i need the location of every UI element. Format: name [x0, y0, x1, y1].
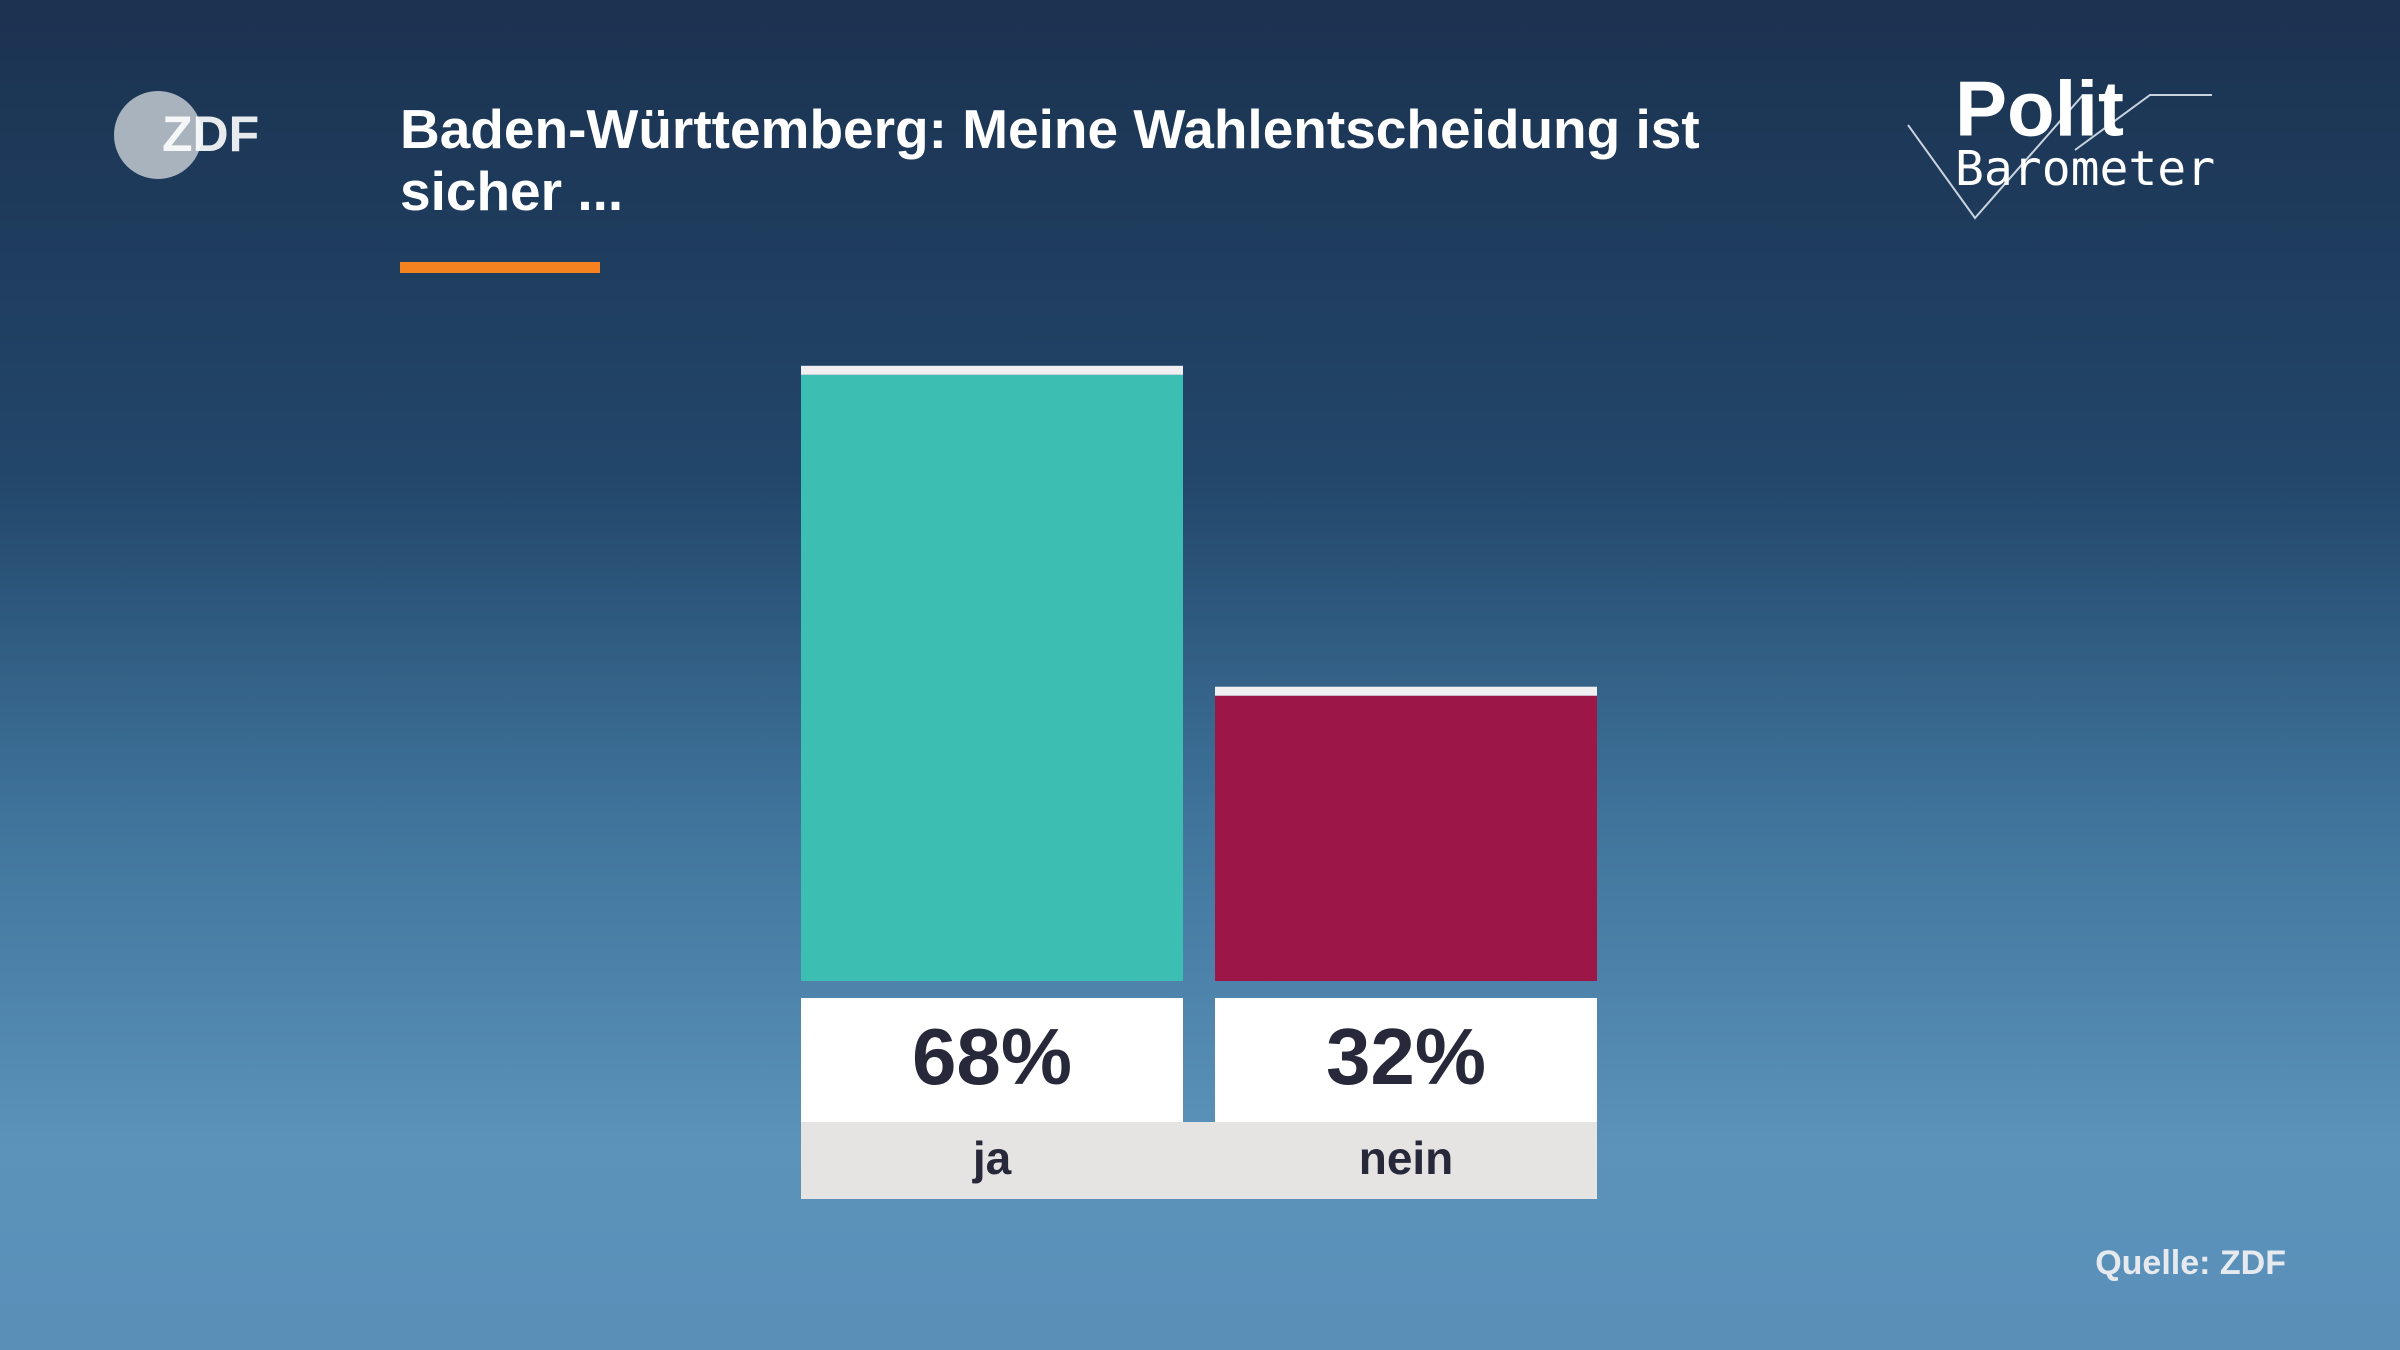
brand-subtitle: Barometer [1955, 141, 2215, 197]
value-label: 32% [1326, 1012, 1486, 1101]
bar-cap [1215, 686, 1597, 696]
value-box [1215, 998, 1597, 1122]
brand-check [2074, 94, 2212, 151]
brand-title: Polit [1955, 65, 2124, 153]
title-underline [400, 262, 600, 273]
source: Quelle: ZDF [2095, 1244, 2286, 1282]
category-label: nein [1359, 1132, 1454, 1184]
bar [1215, 695, 1597, 981]
value-label: 68% [912, 1012, 1072, 1101]
brand-check [1907, 94, 2084, 220]
logo: ZDF [162, 106, 259, 162]
logo-circle [114, 91, 202, 179]
chart-title: Baden-Württemberg: Meine Wahlentscheidun… [400, 98, 1700, 222]
bar [801, 374, 1183, 981]
value-box [801, 998, 1183, 1122]
bar-cap [801, 365, 1183, 375]
category-strip [801, 1122, 1597, 1199]
category-label: ja [972, 1132, 1012, 1184]
